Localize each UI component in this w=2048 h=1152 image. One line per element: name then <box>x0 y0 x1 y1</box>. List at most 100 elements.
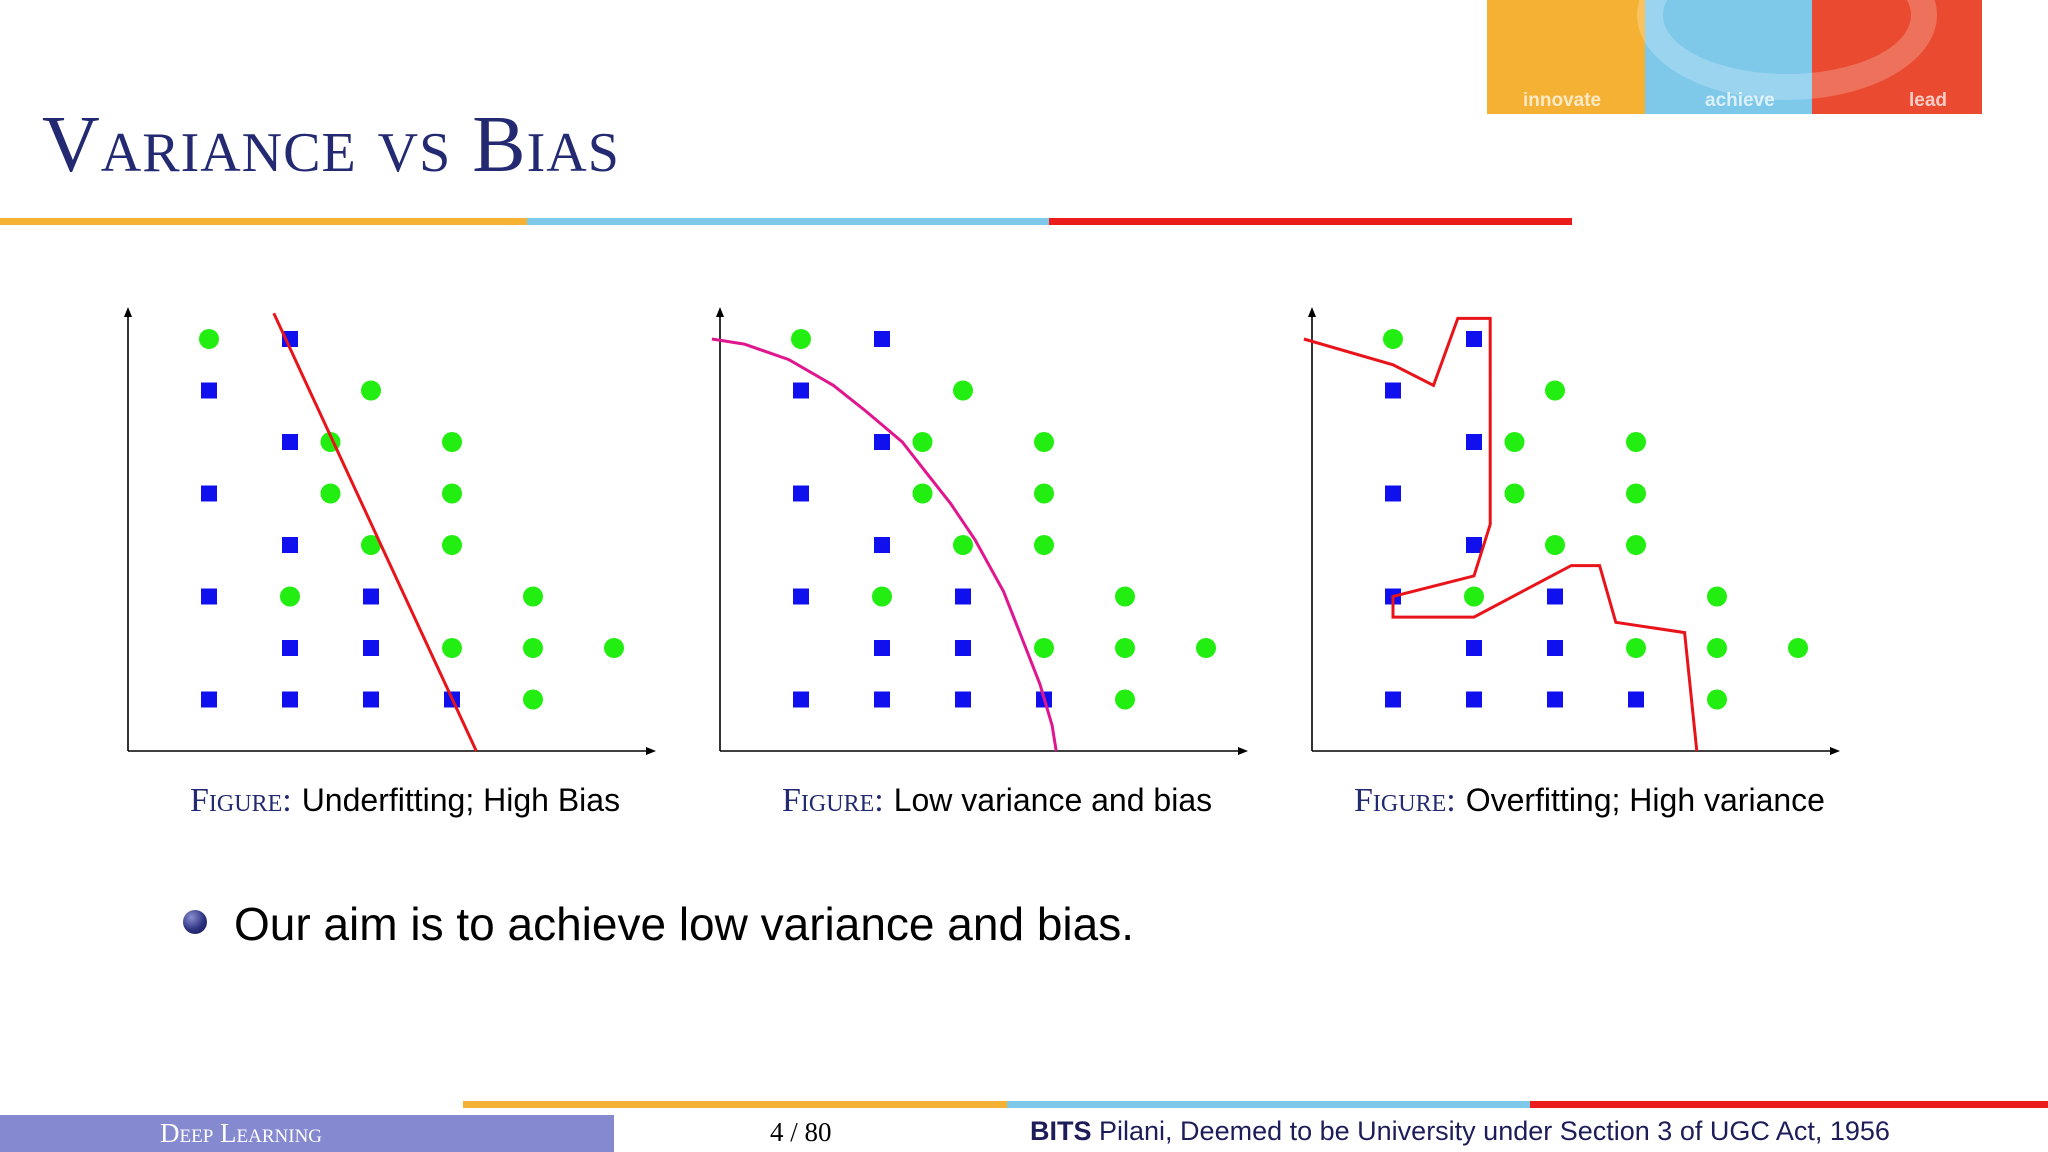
square-point <box>874 640 890 656</box>
circle-point <box>1626 483 1646 504</box>
header-bar-blue <box>527 218 1049 225</box>
figure-caption-overfitting: Figure: Overfitting; High variance <box>1354 782 1825 820</box>
square-point <box>363 588 379 605</box>
square-point <box>282 691 298 708</box>
circle-point <box>1707 689 1727 710</box>
scatter-plot <box>124 307 656 755</box>
square-point <box>1385 691 1401 708</box>
slide-title: Variance vs Bias <box>42 101 620 189</box>
university-logo: innovate achieve lead <box>1487 0 1982 114</box>
circle-point <box>442 638 462 658</box>
header-bar-orange <box>0 218 527 225</box>
square-point <box>201 382 217 399</box>
circle-point <box>523 689 543 710</box>
circle-point <box>1034 483 1054 504</box>
square-point <box>955 691 971 708</box>
figure-caption-good-fit: Figure: Low variance and bias <box>782 782 1212 820</box>
circle-point <box>791 329 811 349</box>
page-number: 4 / 80 <box>770 1117 832 1147</box>
circle-point <box>1383 329 1403 349</box>
scatter-plot <box>711 307 1248 755</box>
circle-point <box>912 483 933 504</box>
square-point <box>201 588 217 605</box>
circle-point <box>1626 432 1646 452</box>
square-point <box>793 691 809 708</box>
bullet-icon <box>183 910 207 934</box>
square-point <box>1466 331 1482 347</box>
circle-point <box>361 380 381 401</box>
circle-point <box>1034 432 1054 452</box>
circle-point <box>1196 638 1216 658</box>
figure-label: Figure: <box>1354 782 1456 819</box>
y-axis-arrowhead <box>124 307 132 317</box>
square-point <box>1628 691 1644 708</box>
figure-label: Figure: <box>190 782 292 819</box>
circle-point <box>280 586 300 607</box>
footer-course-box: Deep Learning <box>0 1115 614 1152</box>
footer-bar-orange <box>463 1101 1007 1108</box>
circle-point <box>523 638 543 658</box>
square-point <box>282 537 298 553</box>
circle-point <box>1115 638 1135 658</box>
square-point <box>201 485 217 502</box>
figure-overfitting <box>1302 305 1852 775</box>
square-point <box>1466 537 1482 553</box>
square-point <box>282 640 298 656</box>
square-point <box>955 640 971 656</box>
footer-bar-blue <box>1007 1101 1530 1108</box>
square-point <box>874 331 890 347</box>
circle-point <box>442 483 462 504</box>
circle-point <box>442 535 462 555</box>
x-axis-arrowhead <box>1238 747 1248 755</box>
circle-point <box>1115 689 1135 710</box>
circle-point <box>1626 638 1646 658</box>
decision-boundary <box>272 312 478 752</box>
circle-point <box>1504 483 1525 504</box>
x-axis-arrowhead <box>1830 747 1840 755</box>
figure-caption-underfitting: Figure: Underfitting; High Bias <box>190 782 620 820</box>
circle-point <box>1115 586 1135 607</box>
logo-word-innovate: innovate <box>1523 90 1602 111</box>
circle-point <box>1788 638 1808 658</box>
square-point <box>1547 640 1563 656</box>
figure-label: Figure: <box>782 782 884 819</box>
x-axis-arrowhead <box>646 747 656 755</box>
circle-point <box>1707 638 1727 658</box>
circle-point <box>1707 586 1727 607</box>
square-point <box>363 640 379 656</box>
square-point <box>1466 640 1482 656</box>
square-point <box>874 691 890 708</box>
footer-institution: BITS Pilani, Deemed to be University und… <box>1030 1116 1890 1147</box>
scatter-plot <box>1303 307 1840 755</box>
footer-bar-red <box>1530 1101 2048 1108</box>
figure-good-fit <box>710 305 1260 775</box>
square-point <box>282 434 298 450</box>
bullet-text: Our aim is to achieve low variance and b… <box>234 898 1134 950</box>
circle-point <box>361 535 381 555</box>
figure-underfitting <box>118 305 668 775</box>
circle-point <box>199 329 219 349</box>
decision-boundary <box>711 337 1058 752</box>
circle-point <box>320 483 341 504</box>
circle-point <box>1464 586 1484 607</box>
y-axis-arrowhead <box>716 307 724 317</box>
circle-point <box>1034 535 1054 555</box>
square-point <box>1385 485 1401 502</box>
circle-point <box>1034 638 1054 658</box>
caption-text: Low variance and bias <box>893 782 1213 818</box>
y-axis-arrowhead <box>1308 307 1316 317</box>
circle-point <box>1545 535 1565 555</box>
footer-course-title: Deep Learning <box>160 1118 323 1148</box>
square-point <box>793 485 809 502</box>
square-point <box>793 382 809 399</box>
caption-text: Underfitting; High Bias <box>301 782 621 818</box>
caption-text: Overfitting; High variance <box>1465 782 1825 818</box>
decision-boundary <box>1303 316 1699 752</box>
circle-point <box>872 586 892 607</box>
square-point <box>201 691 217 708</box>
square-point <box>874 434 890 450</box>
header-bar-red <box>1049 218 1572 225</box>
square-point <box>1466 691 1482 708</box>
circle-point <box>442 432 462 452</box>
square-point <box>1547 691 1563 708</box>
